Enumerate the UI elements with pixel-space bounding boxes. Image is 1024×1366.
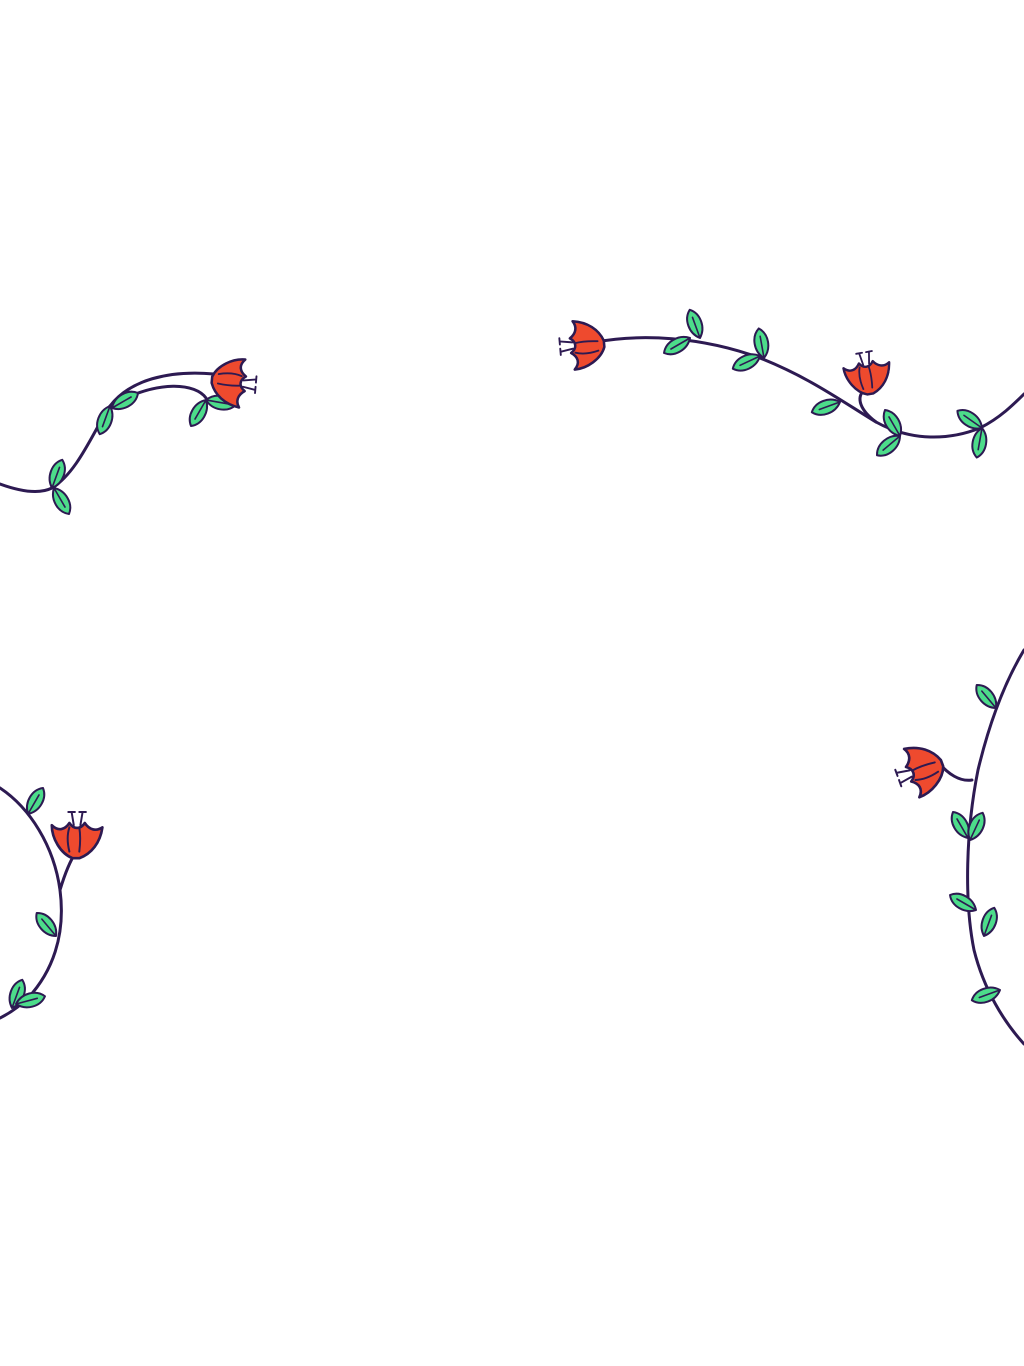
vine-left-middle	[0, 783, 104, 1020]
leaf	[871, 429, 906, 462]
vine-stem	[966, 648, 1024, 1046]
leaf	[945, 888, 981, 917]
leaf	[30, 907, 63, 942]
vine-top-left	[0, 355, 260, 519]
vine-right-middle	[888, 648, 1024, 1046]
leaf	[976, 904, 1002, 940]
leaf	[682, 306, 708, 342]
vine-stem	[594, 336, 1024, 439]
flower	[50, 810, 104, 860]
leaf	[44, 456, 70, 492]
flower	[840, 347, 896, 399]
leaf	[970, 679, 1003, 714]
vine-stem	[0, 371, 216, 493]
flower	[888, 737, 952, 804]
leaf	[878, 405, 907, 441]
flower	[556, 317, 608, 372]
vine-stem	[0, 786, 63, 1020]
leaf	[659, 331, 695, 360]
vine-top-right	[556, 306, 1024, 462]
leaf	[968, 982, 1004, 1008]
